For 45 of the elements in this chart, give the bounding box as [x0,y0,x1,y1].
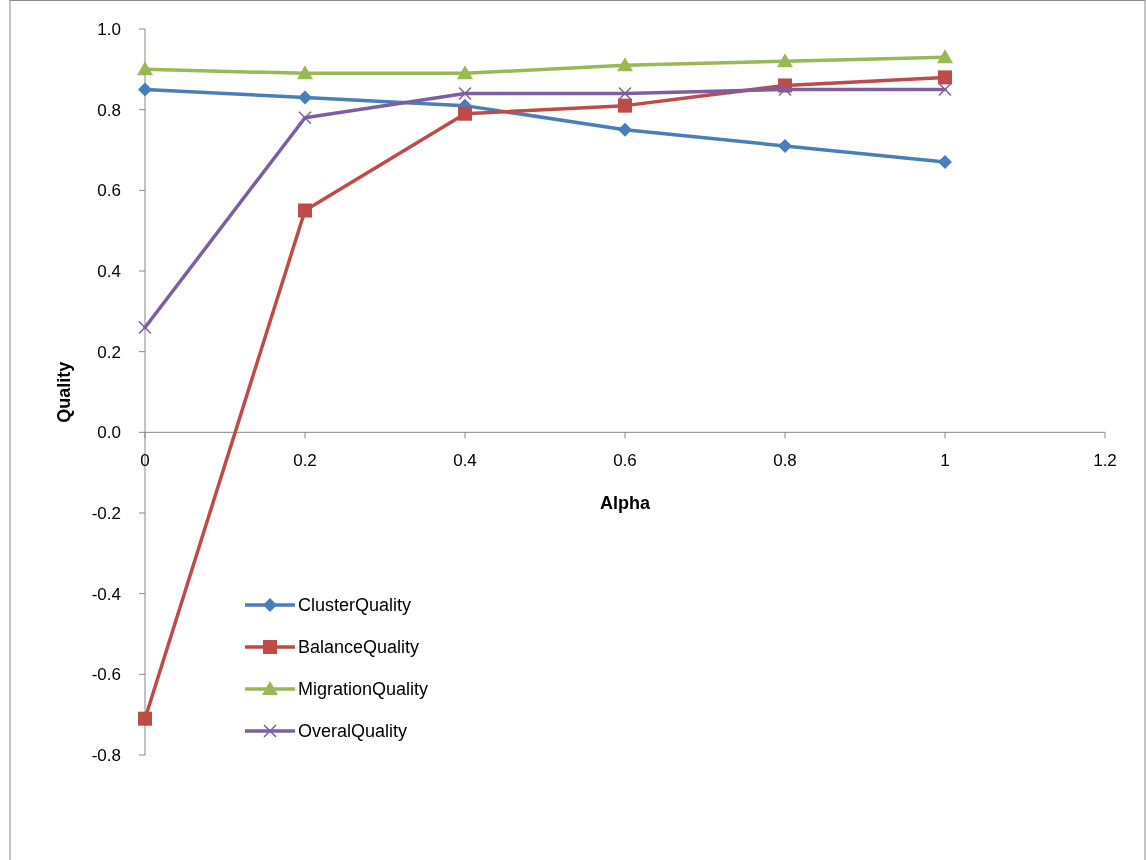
point [618,122,632,137]
x-tick-label: 1 [940,451,950,471]
y-tick-label: -0.8 [91,745,121,765]
point [138,711,152,726]
point [457,65,473,80]
point [618,86,632,101]
point [298,203,312,218]
x-tick-label: 0.4 [453,451,477,471]
x-tick-label: 0.6 [613,451,637,471]
x-tick-label: 1.2 [1093,451,1117,471]
y-tick-label: 0.2 [97,342,121,362]
legend-label: BalanceQuality [298,637,420,658]
point [617,57,633,72]
legend-label: OveralQuality [298,721,408,742]
x-axis-title: Alpha [599,493,651,514]
point [938,70,952,85]
y-axis-title: Quality [54,361,74,423]
y-tick-label: -0.4 [91,584,121,604]
point [937,49,953,64]
x-tick-label: 0.2 [293,451,317,471]
point [618,98,632,113]
y-tick-label: -0.2 [91,503,121,523]
x-tick-label: 0.8 [773,451,797,471]
point [458,86,472,101]
point [137,61,153,76]
y-tick-label: 0.0 [97,423,121,443]
point [938,155,952,170]
point [138,82,152,97]
legend-label: ClusterQuality [298,595,412,616]
point [778,82,792,97]
point [297,65,313,80]
point [938,82,952,97]
y-tick-label: 0.8 [97,100,121,120]
point [298,90,312,105]
point [777,53,793,68]
y-tick-label: 0.6 [97,181,121,201]
y-tick-label: 0.4 [97,261,121,281]
y-tick-label: -0.6 [91,665,121,685]
point [778,138,792,153]
x-tick-label: 0 [140,451,150,471]
point [458,106,472,121]
y-tick-label: 1.0 [97,19,121,39]
point [298,110,312,125]
point [138,320,152,335]
legend-label: MigrationQuality [298,679,429,700]
